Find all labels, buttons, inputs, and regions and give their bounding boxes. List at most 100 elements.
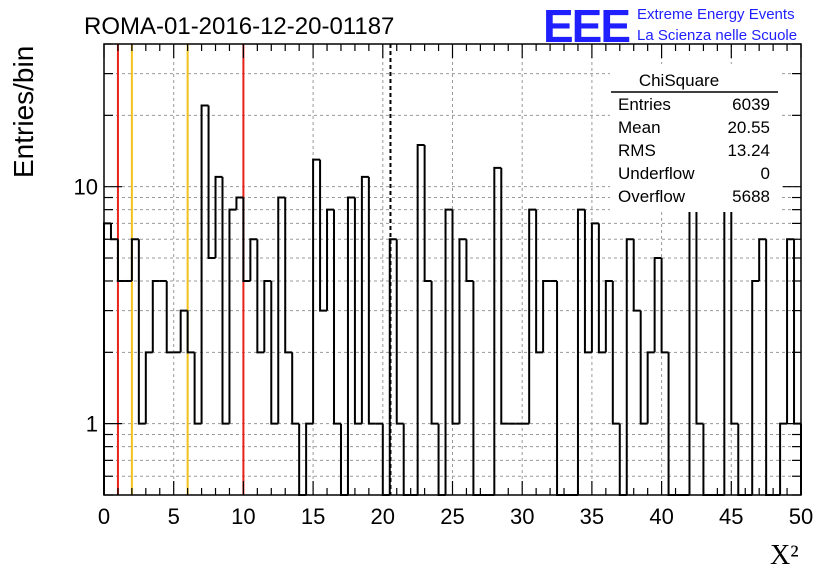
axes-frame xyxy=(103,43,802,496)
histogram-bin xyxy=(758,238,767,281)
x-tick-label: 0 xyxy=(98,504,110,529)
stats-label-mean: Mean xyxy=(618,118,661,137)
stats-value-rms: 13.24 xyxy=(727,141,770,160)
histogram-bin xyxy=(367,176,376,425)
histogram-bin xyxy=(305,422,314,495)
histogram-bin xyxy=(137,239,146,425)
histogram-bin xyxy=(291,352,300,425)
histogram-bin xyxy=(444,208,453,495)
histogram-bin xyxy=(465,239,474,282)
stats-value-underflow: 0 xyxy=(761,164,770,183)
histogram-bin xyxy=(360,175,369,424)
stats-box: ChiSquare Entries 6039 Mean 20.55 RMS 13… xyxy=(610,64,780,212)
histogram-bin xyxy=(319,159,328,312)
histogram-bin xyxy=(263,279,272,353)
histogram-bin xyxy=(395,239,404,425)
histogram-bin xyxy=(284,197,293,354)
histogram-bin xyxy=(333,209,341,425)
histogram-bin xyxy=(130,238,139,281)
histogram-bin xyxy=(207,105,216,260)
histogram-bin xyxy=(458,238,467,424)
histogram-bin xyxy=(221,176,230,425)
histogram-bin xyxy=(326,208,335,311)
histogram-bin xyxy=(597,223,606,354)
stats-value-mean: 20.55 xyxy=(727,118,770,137)
histogram-bin xyxy=(472,280,481,496)
histogram-bin xyxy=(695,209,704,425)
histogram-bin xyxy=(270,280,279,425)
histogram-bin xyxy=(109,223,118,241)
x-tick-label: 35 xyxy=(580,504,604,529)
stats-label-entries: Entries xyxy=(618,95,671,114)
histogram-bin xyxy=(346,196,355,495)
histogram-bin xyxy=(144,351,153,424)
histogram-bin xyxy=(312,158,321,424)
stats-box-background xyxy=(610,64,780,212)
x-tick-label: 40 xyxy=(649,504,673,529)
histogram-bin xyxy=(639,310,648,425)
histogram-bin xyxy=(604,279,613,353)
histogram-bin xyxy=(535,209,544,354)
histogram-bin xyxy=(730,209,739,425)
histogram-bin xyxy=(576,208,585,495)
histogram-bin xyxy=(660,258,669,354)
histogram-bin xyxy=(116,239,125,282)
histogram-bin xyxy=(590,222,599,353)
stats-title: ChiSquare xyxy=(639,71,719,90)
x-tick-label: 30 xyxy=(510,504,534,529)
stats-label-rms: RMS xyxy=(618,141,656,160)
histogram-bin xyxy=(765,239,774,496)
threshold-lines xyxy=(116,44,392,495)
histogram-bin xyxy=(165,280,174,354)
eee-logo: EEE Extreme Energy Events La Scienza nel… xyxy=(543,0,797,52)
histogram-bin xyxy=(353,197,362,425)
histogram-bin xyxy=(242,197,251,282)
histogram-bin xyxy=(249,238,258,281)
tick-labels: 0 5 10 15 20 25 30 35 40 45 50 1 10 xyxy=(74,175,814,529)
stats-label-underflow: Underflow xyxy=(618,164,695,183)
stats-label-overflow: Overflow xyxy=(618,187,686,206)
histogram-bin xyxy=(423,144,432,282)
histogram-bin xyxy=(256,239,265,354)
histogram-bin xyxy=(625,238,634,495)
histogram-bin xyxy=(430,280,439,425)
y-tick-label: 10 xyxy=(74,175,98,200)
histogram-bin xyxy=(186,310,195,354)
y-tick-label: 1 xyxy=(86,412,98,437)
stats-value-entries: 6039 xyxy=(732,95,770,114)
x-tick-label: 50 xyxy=(789,504,813,529)
histogram-bin xyxy=(103,222,111,495)
x-tick-label: 5 xyxy=(168,504,180,529)
histogram-bin xyxy=(611,280,620,425)
histogram-bin xyxy=(751,279,760,495)
histogram-bin xyxy=(632,239,641,312)
histogram-bin xyxy=(214,175,223,259)
x-axis-label: X² xyxy=(770,540,799,571)
x-tick-label: 20 xyxy=(371,504,395,529)
histogram-bin xyxy=(500,167,509,425)
histogram-bin xyxy=(653,257,662,353)
histogram-bin xyxy=(388,238,397,495)
histogram-bin xyxy=(200,104,209,424)
chart-title: ROMA-01-2016-12-20-01187 xyxy=(84,13,394,40)
histogram-bin xyxy=(193,352,202,425)
histogram-bin xyxy=(646,351,655,424)
histogram-bin xyxy=(528,208,537,424)
histogram-bin xyxy=(542,279,551,353)
histogram-bin xyxy=(786,238,795,424)
histogram-bin xyxy=(151,279,160,353)
histogram-bin xyxy=(228,208,237,424)
y-axis-label: Entries/bin xyxy=(8,46,39,178)
histogram-bin xyxy=(493,166,502,495)
eee-logo-line2: La Scienza nelle Scuole xyxy=(637,27,797,44)
stats-value-overflow: 5688 xyxy=(732,187,770,206)
histogram-bin xyxy=(793,239,801,425)
eee-logo-line1: Extreme Energy Events xyxy=(637,6,795,23)
histogram-bin xyxy=(179,309,188,353)
x-tick-label: 10 xyxy=(231,504,255,529)
x-tick-label: 45 xyxy=(719,504,743,529)
histogram-bin xyxy=(451,209,460,425)
histogram-bin xyxy=(583,209,592,354)
histogram-bin xyxy=(416,143,425,495)
